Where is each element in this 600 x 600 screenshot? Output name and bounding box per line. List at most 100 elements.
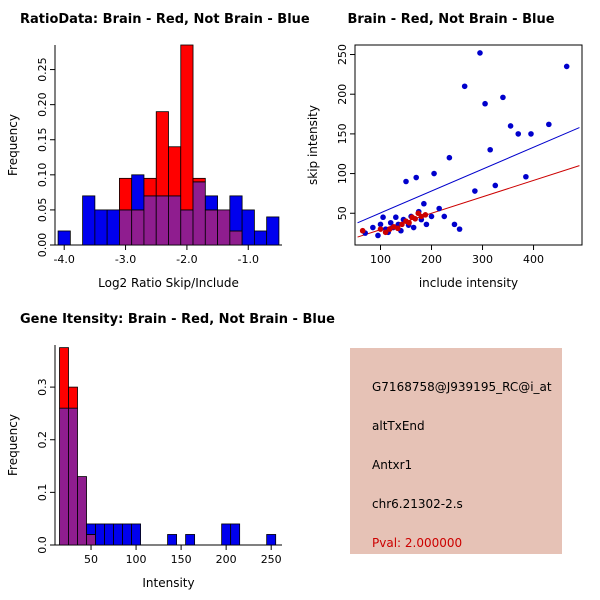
histogram-bar bbox=[104, 523, 114, 546]
ratio-histogram-title: RatioData: Brain - Red, Not Brain - Blue bbox=[20, 12, 310, 27]
y-tick-label: 0.0 bbox=[36, 536, 49, 554]
scatter-point bbox=[422, 212, 429, 218]
scatter-point bbox=[375, 232, 381, 239]
gene-intensity-title: Gene Itensity: Brain - Red, Not Brain - … bbox=[20, 312, 335, 327]
histogram-bar bbox=[229, 195, 243, 232]
y-tick-label: 0.15 bbox=[36, 127, 49, 152]
histogram-bar bbox=[167, 534, 178, 546]
histogram-bar bbox=[155, 111, 169, 197]
histogram-bar-overlap bbox=[192, 181, 206, 246]
histogram-bar bbox=[131, 174, 145, 211]
scatter-point bbox=[403, 178, 409, 185]
histogram-bar bbox=[204, 195, 218, 211]
histogram-bar bbox=[185, 534, 196, 546]
scatter-point bbox=[546, 121, 552, 128]
ratio-histogram: -4.0 -3.0 -2.0 -1.0 0.00 0.05 0.10 0.15 0.20 0.25 bbox=[36, 44, 282, 266]
x-tick-label: 250 bbox=[261, 553, 282, 566]
y-tick-label: 100 bbox=[336, 163, 349, 184]
scatter-point bbox=[412, 216, 418, 222]
y-tick-label: 50 bbox=[336, 206, 349, 220]
ratio-y-axis-label: Frequency bbox=[6, 114, 20, 176]
scatter-point bbox=[523, 173, 529, 180]
x-tick-label: 100 bbox=[126, 553, 147, 566]
scatter-point bbox=[377, 226, 384, 232]
histogram-bar bbox=[131, 523, 141, 546]
x-tick-label: 300 bbox=[472, 253, 493, 266]
y-tick-label: 0.20 bbox=[36, 92, 49, 117]
histogram-bar bbox=[230, 523, 241, 546]
histogram-bar-overlap bbox=[155, 195, 169, 246]
histogram-bar-overlap bbox=[204, 209, 218, 246]
scatter-title: Brain - Red, Not Brain - Blue bbox=[347, 12, 555, 27]
histogram-bar bbox=[266, 534, 277, 546]
histogram-bar bbox=[143, 177, 157, 197]
scatter-point bbox=[399, 221, 405, 228]
histogram-bar bbox=[192, 177, 206, 183]
histogram-bar bbox=[82, 195, 96, 246]
scatter-point bbox=[446, 154, 453, 161]
histogram-bar-overlap bbox=[119, 209, 133, 246]
scatter-point bbox=[563, 63, 570, 70]
scatter-point bbox=[380, 214, 386, 221]
gene-intensity-y-axis-label: Frequency bbox=[6, 414, 20, 476]
regression-line bbox=[357, 127, 580, 224]
scatter-point bbox=[406, 219, 412, 226]
ratio-x-axis-label: Log2 Ratio Skip/Include bbox=[98, 276, 239, 290]
histogram-bar bbox=[95, 523, 105, 546]
scatter-point bbox=[472, 188, 478, 194]
histogram-bar bbox=[113, 523, 123, 546]
panel-gene-intensity-histogram: Gene Itensity: Brain - Red, Not Brain - … bbox=[0, 300, 335, 600]
x-tick-label: 50 bbox=[84, 553, 98, 566]
scatter-point bbox=[492, 182, 499, 189]
histogram-bar-overlap bbox=[229, 230, 243, 246]
scatter-point bbox=[359, 227, 366, 234]
y-tick-label: 0.25 bbox=[36, 57, 49, 82]
scatter-point bbox=[456, 226, 463, 232]
x-tick-label: 150 bbox=[171, 553, 192, 566]
scatter-point bbox=[382, 229, 389, 236]
gene-intensity-x-axis-label: Intensity bbox=[142, 576, 195, 590]
histogram-bar bbox=[241, 209, 255, 246]
y-tick-label: 0.00 bbox=[36, 233, 49, 258]
histogram-bar bbox=[94, 209, 108, 246]
scatter-y-axis-label: skip intensity bbox=[306, 105, 320, 185]
scatter-point bbox=[421, 200, 427, 207]
scatter-point bbox=[386, 226, 393, 232]
histogram-bar bbox=[106, 209, 120, 246]
y-tick-label: 0.05 bbox=[36, 198, 49, 223]
histogram-bar-overlap bbox=[143, 195, 157, 246]
scatter-point bbox=[482, 100, 488, 107]
histogram-bar bbox=[57, 230, 71, 246]
scatter-point bbox=[441, 213, 448, 220]
scatter-point bbox=[487, 146, 493, 153]
histogram-bar bbox=[253, 230, 268, 246]
histogram-bar bbox=[180, 44, 194, 211]
scatter-point bbox=[461, 83, 468, 90]
y-tick-label: 0.2 bbox=[36, 431, 49, 449]
x-tick-label: -1.0 bbox=[238, 253, 259, 266]
gene-info-box: G7168758@J939195_RC@i_at altTxEnd Antxr1… bbox=[350, 348, 562, 554]
scatter-point bbox=[500, 94, 506, 101]
histogram-bar bbox=[168, 146, 182, 197]
scatter-point bbox=[436, 205, 442, 212]
x-tick-label: 200 bbox=[421, 253, 442, 266]
histogram-bar bbox=[86, 523, 96, 535]
panel-intensity-scatter: Brain - Red, Not Brain - Blue 100 200 300 4… bbox=[300, 0, 600, 300]
scatter-point bbox=[387, 219, 394, 226]
pval-text: Pval: 2.000000 bbox=[372, 536, 463, 550]
plot-box bbox=[354, 44, 583, 246]
scatter-x-axis-label: include intensity bbox=[418, 276, 519, 290]
probe-id-text: G7168758@J939195_RC@i_at bbox=[372, 380, 552, 394]
scatter-point bbox=[370, 224, 376, 231]
scatter-point bbox=[428, 213, 435, 220]
x-tick-label: 400 bbox=[523, 253, 544, 266]
histogram-bar-overlap bbox=[217, 209, 231, 246]
histogram-bar bbox=[59, 347, 69, 409]
x-tick-label: 100 bbox=[370, 253, 391, 266]
x-tick-label: 200 bbox=[216, 553, 237, 566]
scatter-point bbox=[451, 221, 458, 228]
chromosome-location-text: chr6.21302-2.s bbox=[372, 497, 463, 511]
x-tick-label: -2.0 bbox=[176, 253, 197, 266]
histogram-bar-overlap bbox=[86, 534, 96, 546]
y-tick-label: 0.1 bbox=[36, 484, 49, 502]
